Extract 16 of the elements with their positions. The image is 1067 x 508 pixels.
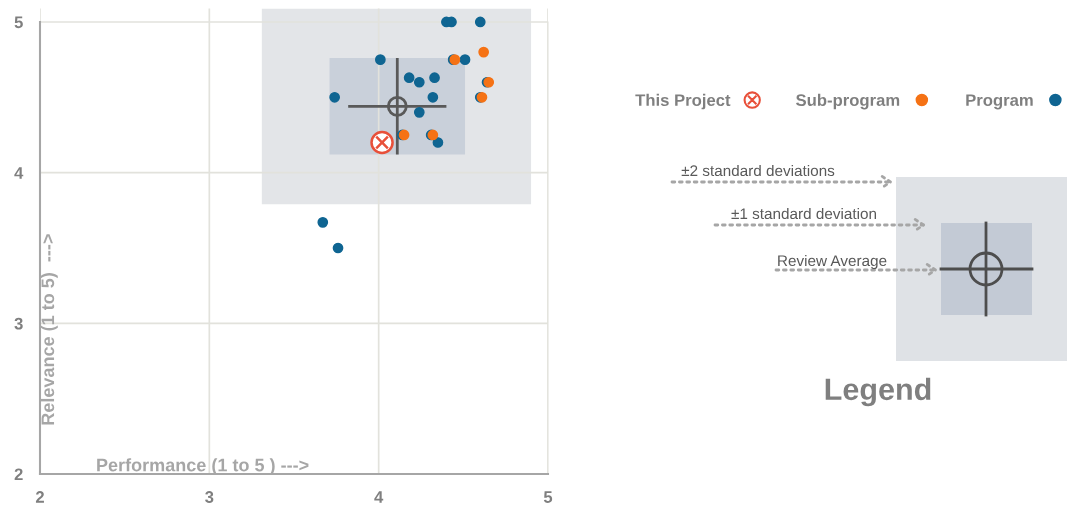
legend-label: Program bbox=[966, 94, 1033, 110]
legend-label: This Project bbox=[635, 93, 731, 110]
y-tick-label: 3 bbox=[14, 317, 23, 330]
x-tick-label: 4 bbox=[374, 491, 384, 503]
x-tick-label: 2 bbox=[35, 491, 44, 503]
y-axis-title: Relevance (1 to 5) ---> bbox=[40, 234, 58, 425]
y-tick-label: 4 bbox=[14, 167, 24, 179]
text: ±2 standard deviations bbox=[681, 164, 835, 177]
text: ±1 standard deviation bbox=[731, 207, 876, 220]
text: Legend bbox=[825, 377, 931, 407]
text: Review Average bbox=[778, 254, 887, 270]
y-tick-label: 2 bbox=[14, 468, 23, 481]
x-tick-label: 5 bbox=[543, 491, 553, 503]
x-tick-label: 3 bbox=[205, 491, 214, 503]
y-tick-label: 5 bbox=[14, 16, 23, 29]
legend-label: Sub-program bbox=[796, 93, 900, 110]
